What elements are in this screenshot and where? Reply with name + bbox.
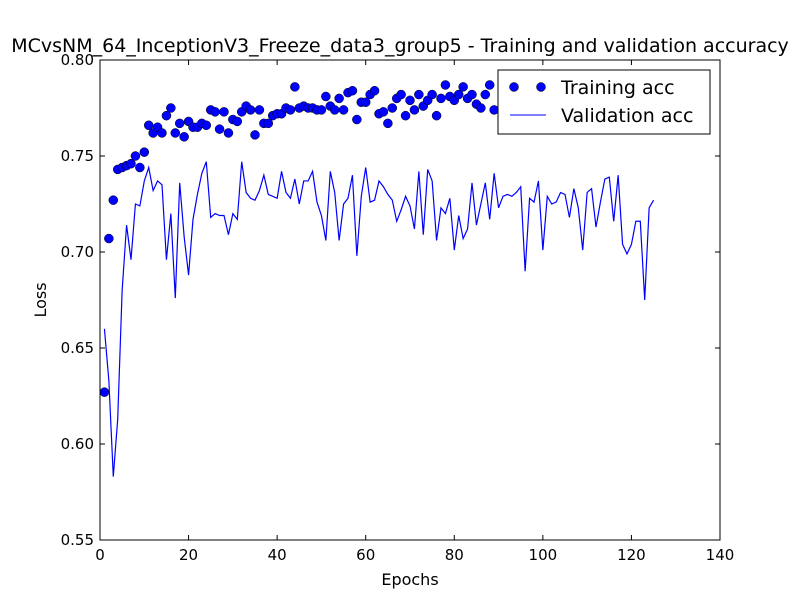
plot-frame: [99, 59, 721, 541]
training-acc-point: [352, 114, 362, 125]
training-acc-point: [139, 147, 150, 157]
training-acc-point: [161, 110, 172, 121]
training-acc-point: [232, 116, 243, 127]
plot-area: [100, 60, 720, 540]
training-acc-point: [383, 118, 393, 129]
x-tick-label: 100: [529, 546, 558, 564]
training-acc-point: [166, 103, 176, 113]
ticks-layer: 0 20 40 60 80 100 120 140 0.55 0.60 0.65 0.70 0.75 0.…: [61, 51, 735, 564]
training-acc-point: [316, 105, 327, 115]
y-tick-label: 0.65: [61, 339, 94, 357]
series-layer: [99, 80, 655, 477]
training-acc-point: [396, 89, 406, 100]
training-acc-point: [130, 151, 141, 161]
training-acc-point: [263, 118, 274, 129]
x-tick-label: 40: [268, 546, 287, 564]
training-acc-point: [414, 89, 424, 100]
y-tick-label: 0.80: [61, 51, 94, 69]
y-tick-label: 0.70: [61, 243, 94, 261]
x-tick-label: 80: [445, 546, 464, 564]
chart-title: MCvsNM_64_InceptionV3_Freeze_data3_group…: [11, 35, 789, 57]
training-acc-point: [210, 107, 220, 117]
training-acc-point: [400, 110, 411, 121]
y-tick-label: 0.55: [61, 531, 94, 549]
legend-box: [497, 69, 711, 135]
legend-label-validation: Validation acc: [561, 105, 693, 127]
training-acc-point: [104, 233, 114, 244]
legend-label-training: Training acc: [560, 77, 675, 99]
training-acc-point: [219, 107, 229, 117]
training-acc-point: [285, 105, 296, 115]
training-acc-point: [338, 105, 349, 115]
training-acc-point: [405, 95, 415, 106]
training-acc-point: [179, 132, 189, 142]
training-acc-point: [480, 89, 491, 100]
training-acc-point: [436, 93, 446, 104]
y-tick-label: 0.75: [61, 147, 94, 165]
training-acc-point: [201, 120, 212, 131]
training-acc-point: [321, 91, 331, 102]
training-acc-point: [135, 162, 145, 173]
y-tick-label: 0.60: [61, 435, 94, 453]
training-acc-point: [476, 103, 486, 113]
training-acc-point: [334, 93, 344, 104]
x-tick-label: 60: [356, 546, 375, 564]
training-acc-point: [360, 97, 371, 107]
training-acc-point: [489, 105, 499, 115]
training-acc-point: [290, 82, 300, 92]
training-acc-point: [254, 105, 265, 115]
legend-marker-training: [536, 82, 546, 92]
training-acc-point: [174, 118, 185, 129]
training-acc-point: [223, 128, 234, 138]
training-acc-point: [440, 80, 451, 90]
training-acc-point: [369, 85, 380, 96]
training-acc-point: [99, 387, 110, 397]
x-tick-label: 120: [617, 546, 646, 564]
x-tick-label: 140: [706, 546, 735, 564]
x-tick-label: 0: [95, 546, 105, 564]
training-acc-point: [484, 80, 495, 90]
training-acc-point: [126, 158, 136, 169]
y-axis-label: Loss: [31, 282, 50, 317]
training-acc-point: [458, 82, 468, 92]
training-acc-point: [170, 128, 181, 138]
training-acc-point: [214, 124, 225, 134]
training-acc-point: [250, 130, 260, 140]
training-acc-point: [427, 89, 437, 100]
training-acc-point: [245, 105, 256, 115]
validation-acc-line: [103, 161, 655, 477]
legend-marker-training: [509, 82, 519, 92]
training-acc-point: [453, 89, 464, 100]
legend: Training acc Validation acc: [497, 69, 711, 135]
training-acc-point: [143, 120, 154, 131]
training-acc-point: [108, 195, 119, 205]
training-acc-point: [157, 128, 167, 138]
x-tick-label: 20: [179, 546, 198, 564]
training-acc-point: [431, 110, 442, 121]
training-acc-point: [387, 103, 398, 113]
training-acc-point: [409, 105, 420, 115]
x-axis-label: Epochs: [381, 570, 438, 589]
training-acc-point: [329, 105, 340, 115]
training-acc-point: [467, 89, 477, 100]
training-acc-point: [347, 85, 358, 96]
training-acc-point: [378, 107, 389, 117]
